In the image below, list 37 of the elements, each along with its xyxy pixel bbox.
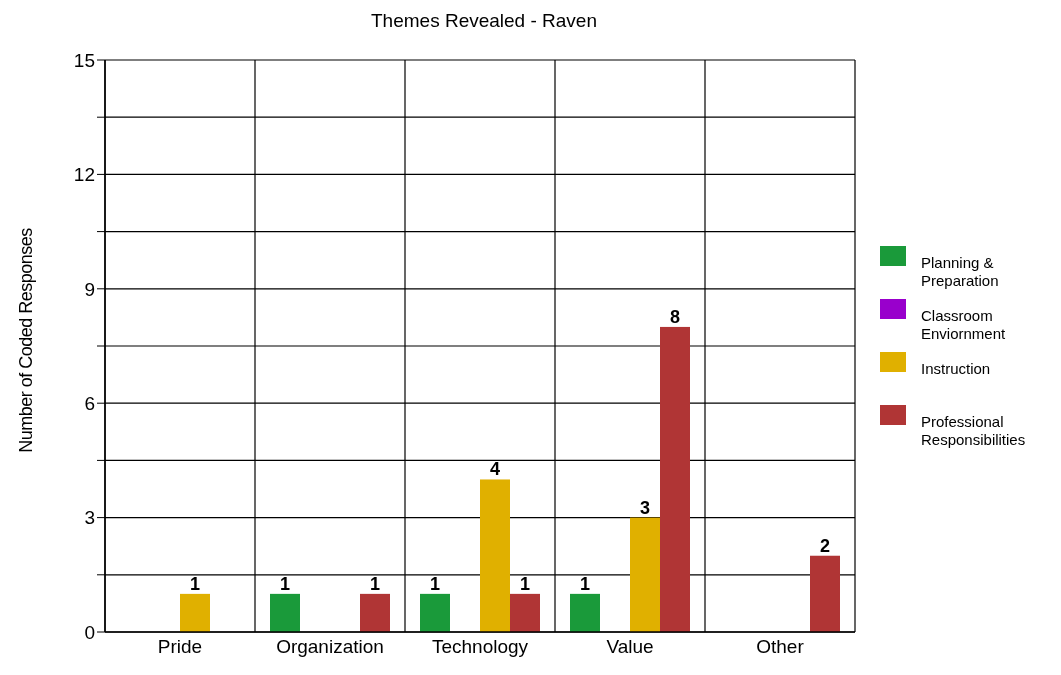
data-label: 8 — [669, 306, 681, 327]
legend-label: Instruction — [921, 360, 991, 378]
y-tick-label: 9 — [84, 278, 95, 300]
legend-label: Planning & Preparation — [921, 254, 1000, 290]
bar — [570, 593, 600, 632]
x-tick-label: Value — [606, 636, 654, 658]
data-label: 1 — [519, 573, 531, 594]
y-tick-label: 3 — [84, 507, 95, 529]
bar — [810, 555, 840, 632]
bar — [510, 593, 540, 632]
x-tick-label: Technology — [431, 636, 529, 658]
y-tick-label: 12 — [73, 164, 95, 186]
data-label: 1 — [579, 573, 591, 594]
data-label: 1 — [369, 573, 381, 594]
bar — [630, 517, 660, 632]
legend-label: Professional Responsibilities — [921, 413, 1027, 449]
y-tick-label: 6 — [84, 392, 95, 414]
data-label: 1 — [429, 573, 441, 594]
bar — [360, 593, 390, 632]
data-label: 3 — [639, 497, 651, 518]
data-label: 1 — [279, 573, 291, 594]
data-label: 2 — [819, 535, 831, 556]
bar — [420, 593, 450, 632]
chart-title: Themes Revealed - Raven — [370, 10, 598, 32]
data-label: 1 — [189, 573, 201, 594]
legend-label: Classroom Enviornment — [921, 307, 1007, 343]
y-tick-label: 15 — [73, 49, 95, 71]
data-label: 4 — [489, 459, 501, 480]
bar — [180, 593, 210, 632]
bar — [660, 326, 690, 632]
y-tick-label: 0 — [84, 621, 95, 643]
bar — [480, 479, 510, 632]
x-tick-label: Organization — [276, 636, 384, 658]
bar — [270, 593, 300, 632]
y-axis-title: Number of Coded Responses — [15, 227, 37, 455]
x-tick-label: Other — [756, 636, 805, 658]
x-tick-label: Pride — [157, 636, 203, 658]
